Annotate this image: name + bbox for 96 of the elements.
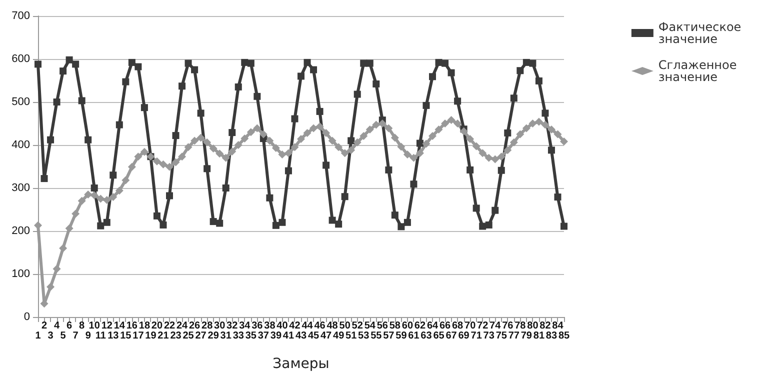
x-tick-label: 8	[79, 320, 86, 332]
x-tick-label: 48	[326, 320, 338, 332]
x-tick-label: 37	[258, 330, 270, 342]
x-tick-label: 65	[433, 330, 445, 342]
x-tick-label: 41	[282, 330, 294, 342]
x-tick-label: 79	[520, 330, 532, 342]
x-tick-label: 81	[533, 330, 545, 342]
x-tick-label: 7	[72, 330, 79, 342]
x-tick-label: 33	[232, 330, 244, 342]
x-tick-label: 11	[95, 330, 106, 342]
legend-label: Фактическое значение	[658, 20, 745, 46]
x-tick-label: 55	[370, 330, 382, 342]
x-tick-label: 13	[108, 330, 120, 342]
x-tick-label: 20	[151, 320, 163, 332]
x-tick-label: 56	[376, 320, 388, 332]
x-tick-label: 70	[464, 320, 476, 332]
x-tick-label: 59	[396, 330, 408, 342]
x-tick-label: 3	[48, 330, 54, 342]
x-tick-label: 76	[502, 320, 514, 332]
x-tick-label: 84	[552, 320, 564, 332]
x-tick-label: 34	[239, 320, 251, 332]
x-tick-label: 80	[527, 320, 539, 332]
y-tick-label: 700	[12, 10, 30, 22]
x-tick-label: 61	[408, 330, 420, 342]
x-tick-label: 23	[170, 330, 182, 342]
x-tick-label: 28	[202, 320, 214, 332]
x-tick-label: 5	[60, 330, 66, 342]
x-tick-label: 9	[85, 330, 92, 342]
x-tick-label: 72	[477, 320, 489, 332]
x-tick-label: 71	[470, 330, 482, 342]
x-axis-title: Замеры	[272, 356, 330, 372]
x-tick-label: 14	[114, 320, 126, 332]
x-tick-label: 68	[452, 320, 464, 332]
x-tick-label: 2	[41, 320, 48, 332]
x-tick-label: 74	[490, 320, 502, 332]
x-tick-label: 42	[289, 320, 301, 332]
x-tick-label: 6	[66, 320, 73, 332]
x-tick-label: 78	[514, 320, 526, 332]
x-tick-label: 44	[302, 320, 314, 332]
x-tick-label: 47	[320, 330, 332, 342]
x-tick-label: 26	[188, 320, 201, 332]
y-tick-label: 100	[12, 268, 30, 280]
x-tick-label: 18	[138, 320, 150, 332]
x-tick-label: 32	[226, 320, 238, 332]
x-tick-label: 27	[195, 330, 207, 342]
y-tick-label: 600	[12, 53, 30, 65]
x-tick-label: 15	[120, 330, 132, 342]
x-tick-label: 10	[88, 320, 100, 332]
x-tick-label: 62	[414, 320, 426, 332]
x-tick-label: 36	[252, 320, 264, 332]
x-tick-label: 66	[439, 320, 452, 332]
x-tick-label: 39	[270, 330, 282, 342]
x-tick-label: 49	[333, 330, 345, 342]
x-tick-label: 53	[358, 330, 370, 342]
x-tick-label: 4	[54, 320, 60, 332]
x-tick-label: 52	[352, 320, 364, 332]
x-tick-label: 73	[483, 330, 495, 342]
x-tick-label: 64	[426, 320, 438, 332]
x-tick-label: 51	[346, 330, 358, 342]
y-tick-label: 500	[12, 96, 30, 108]
x-tick-label: 38	[264, 320, 276, 332]
x-tick-label: 82	[540, 320, 552, 332]
x-tick-label: 21	[158, 330, 170, 342]
x-tick-label: 30	[214, 320, 226, 332]
legend-label: Сглаженное значение	[658, 58, 741, 84]
y-tick-label: 400	[12, 139, 30, 151]
x-tick-label: 57	[383, 330, 395, 342]
x-tick-label: 67	[446, 330, 458, 342]
x-tick-label: 31	[220, 330, 232, 342]
x-tick-label: 60	[402, 320, 414, 332]
x-tick-label: 50	[339, 320, 351, 332]
x-tick-label: 83	[546, 330, 558, 342]
x-tick-label: 29	[208, 330, 220, 342]
x-tick-label: 19	[145, 330, 157, 342]
x-tick-label: 46	[314, 320, 326, 332]
x-tick-label: 75	[496, 330, 508, 342]
y-tick-label: 0	[24, 311, 30, 323]
x-tick-label: 63	[420, 330, 432, 342]
x-tick-label: 77	[508, 330, 520, 342]
y-tick-label: 300	[12, 182, 30, 194]
x-tick-label: 25	[182, 330, 194, 342]
y-tick-label: 200	[12, 225, 30, 237]
x-tick-label: 54	[364, 320, 376, 332]
x-tick-label: 16	[126, 320, 138, 332]
x-tick-label: 69	[458, 330, 470, 342]
x-tick-label: 45	[308, 330, 320, 342]
x-tick-label: 85	[558, 330, 570, 342]
x-tick-label: 1	[35, 330, 42, 342]
x-tick-label: 35	[245, 330, 257, 342]
x-tick-label: 43	[295, 330, 307, 342]
x-tick-label: 24	[176, 320, 188, 332]
x-tick-label: 40	[276, 320, 288, 332]
x-tick-label: 58	[389, 320, 401, 332]
x-tick-label: 12	[101, 320, 113, 332]
x-tick-label: 17	[132, 330, 144, 342]
x-tick-label: 22	[164, 320, 176, 332]
